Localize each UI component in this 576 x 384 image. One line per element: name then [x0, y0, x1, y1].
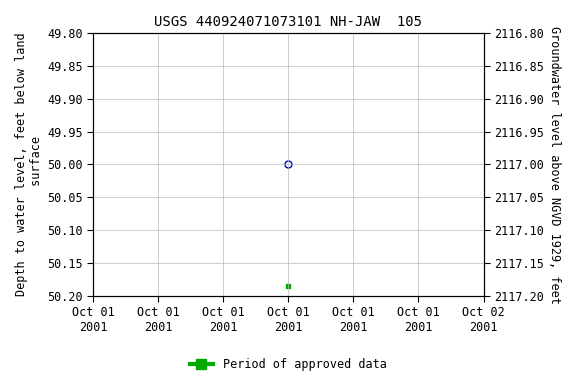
Y-axis label: Groundwater level above NGVD 1929, feet: Groundwater level above NGVD 1929, feet — [548, 26, 561, 303]
Title: USGS 440924071073101 NH-JAW  105: USGS 440924071073101 NH-JAW 105 — [154, 15, 422, 29]
Legend: Period of approved data: Period of approved data — [185, 354, 391, 376]
Y-axis label: Depth to water level, feet below land
 surface: Depth to water level, feet below land su… — [15, 33, 43, 296]
